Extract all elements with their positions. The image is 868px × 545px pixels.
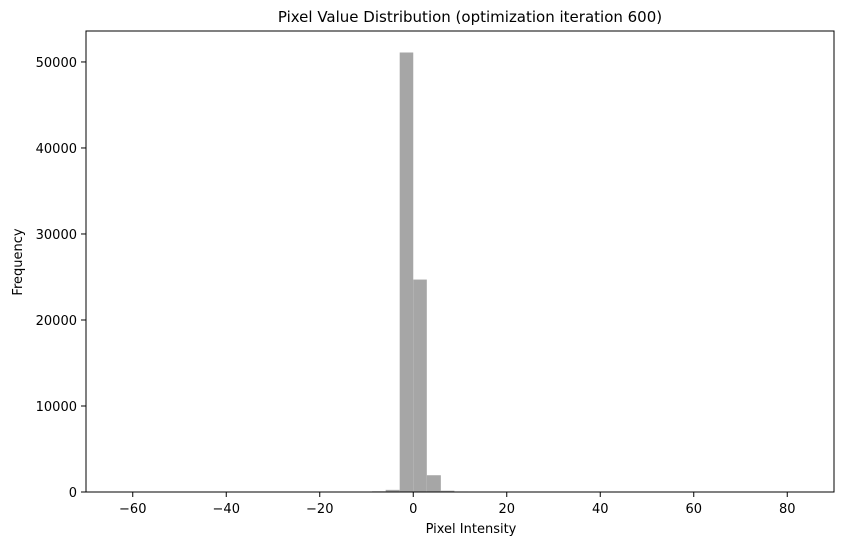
x-tick-label: −60 [119, 502, 146, 517]
histogram-bar [399, 52, 414, 493]
y-tick-label: 30000 [36, 228, 77, 243]
histogram-bar [385, 489, 400, 492]
y-tick-label: 0 [69, 486, 77, 501]
y-tick-label: 20000 [36, 314, 77, 329]
histogram-bar [426, 475, 441, 492]
y-tick-label: 10000 [36, 400, 77, 415]
x-tick-label: 60 [685, 502, 702, 517]
x-tick-label: −20 [306, 502, 333, 517]
x-axis-title: Pixel Intensity [426, 522, 517, 537]
plot-frame [85, 30, 835, 493]
histogram-bars [358, 52, 482, 493]
x-tick-label: 40 [592, 502, 609, 517]
x-tick-label: −40 [213, 502, 240, 517]
chart-title: Pixel Value Distribution (optimization i… [278, 8, 662, 26]
histogram-bar [413, 279, 427, 492]
y-tick-label: 50000 [36, 56, 77, 71]
histogram-bar [440, 490, 455, 492]
y-tick-label: 40000 [36, 142, 77, 157]
y-axis-ticks: 0 10000 20000 30000 40000 50000 [36, 56, 86, 501]
x-axis-ticks: −60 −40 −20 0 20 40 60 80 [119, 492, 796, 517]
x-tick-label: 80 [779, 502, 796, 517]
x-tick-label: 0 [409, 502, 417, 517]
y-axis-title: Frequency [11, 228, 26, 295]
x-tick-label: 20 [498, 502, 515, 517]
